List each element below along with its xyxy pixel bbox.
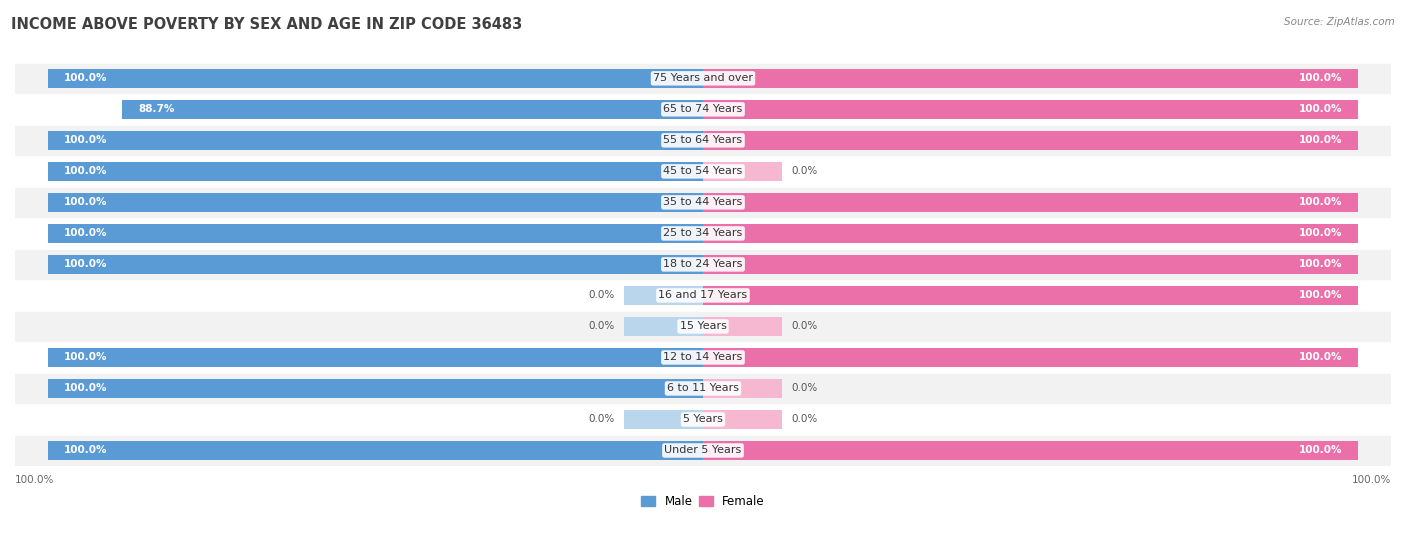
Text: 16 and 17 Years: 16 and 17 Years bbox=[658, 291, 748, 300]
Text: 100.0%: 100.0% bbox=[65, 229, 108, 238]
Bar bbox=[624, 410, 703, 429]
Bar bbox=[122, 100, 703, 119]
Bar bbox=[703, 224, 1358, 243]
Bar bbox=[15, 157, 1391, 186]
Bar bbox=[15, 95, 1391, 124]
Bar bbox=[15, 374, 1391, 402]
Text: INCOME ABOVE POVERTY BY SEX AND AGE IN ZIP CODE 36483: INCOME ABOVE POVERTY BY SEX AND AGE IN Z… bbox=[11, 17, 523, 32]
Text: 65 to 74 Years: 65 to 74 Years bbox=[664, 105, 742, 115]
Bar bbox=[48, 255, 703, 274]
Bar bbox=[703, 255, 1358, 274]
Text: 6 to 11 Years: 6 to 11 Years bbox=[666, 383, 740, 394]
Text: 45 to 54 Years: 45 to 54 Years bbox=[664, 167, 742, 177]
Text: 100.0%: 100.0% bbox=[65, 135, 108, 145]
Text: 0.0%: 0.0% bbox=[792, 383, 818, 394]
Text: 5 Years: 5 Years bbox=[683, 414, 723, 424]
Text: 0.0%: 0.0% bbox=[792, 167, 818, 177]
Text: 25 to 34 Years: 25 to 34 Years bbox=[664, 229, 742, 238]
Bar bbox=[703, 162, 782, 181]
Bar bbox=[15, 281, 1391, 310]
Text: 100.0%: 100.0% bbox=[1298, 229, 1341, 238]
Bar bbox=[15, 436, 1391, 465]
Text: 100.0%: 100.0% bbox=[15, 475, 55, 485]
Text: 18 to 24 Years: 18 to 24 Years bbox=[664, 259, 742, 269]
Text: 88.7%: 88.7% bbox=[138, 105, 174, 115]
Bar bbox=[15, 126, 1391, 155]
Text: Source: ZipAtlas.com: Source: ZipAtlas.com bbox=[1284, 17, 1395, 27]
Text: 75 Years and over: 75 Years and over bbox=[652, 73, 754, 83]
Text: 0.0%: 0.0% bbox=[588, 321, 614, 331]
Text: 100.0%: 100.0% bbox=[1298, 259, 1341, 269]
Bar bbox=[624, 286, 703, 305]
Text: Under 5 Years: Under 5 Years bbox=[665, 446, 741, 456]
Text: 100.0%: 100.0% bbox=[65, 259, 108, 269]
Bar bbox=[703, 286, 1358, 305]
Text: 100.0%: 100.0% bbox=[1298, 197, 1341, 207]
Bar bbox=[703, 348, 1358, 367]
Bar bbox=[703, 100, 1358, 119]
Bar bbox=[48, 69, 703, 88]
Bar bbox=[15, 219, 1391, 248]
Text: 100.0%: 100.0% bbox=[1298, 353, 1341, 362]
Legend: Male, Female: Male, Female bbox=[637, 490, 769, 513]
Bar bbox=[15, 343, 1391, 372]
Text: 0.0%: 0.0% bbox=[792, 414, 818, 424]
Text: 100.0%: 100.0% bbox=[65, 353, 108, 362]
Text: 100.0%: 100.0% bbox=[65, 446, 108, 456]
Bar bbox=[703, 131, 1358, 150]
Text: 100.0%: 100.0% bbox=[1298, 73, 1341, 83]
Bar bbox=[703, 317, 782, 336]
Text: 100.0%: 100.0% bbox=[65, 383, 108, 394]
Text: 100.0%: 100.0% bbox=[65, 73, 108, 83]
Text: 100.0%: 100.0% bbox=[1351, 475, 1391, 485]
Text: 15 Years: 15 Years bbox=[679, 321, 727, 331]
Bar bbox=[703, 410, 782, 429]
Bar bbox=[703, 379, 782, 398]
Bar bbox=[15, 250, 1391, 279]
Text: 12 to 14 Years: 12 to 14 Years bbox=[664, 353, 742, 362]
Bar bbox=[703, 69, 1358, 88]
Bar bbox=[48, 162, 703, 181]
Bar bbox=[48, 348, 703, 367]
Bar bbox=[48, 131, 703, 150]
Bar bbox=[48, 379, 703, 398]
Text: 35 to 44 Years: 35 to 44 Years bbox=[664, 197, 742, 207]
Text: 100.0%: 100.0% bbox=[1298, 135, 1341, 145]
Text: 100.0%: 100.0% bbox=[1298, 105, 1341, 115]
Bar bbox=[48, 441, 703, 460]
Text: 0.0%: 0.0% bbox=[588, 414, 614, 424]
Bar bbox=[15, 405, 1391, 434]
Bar bbox=[15, 64, 1391, 93]
Bar bbox=[703, 193, 1358, 212]
Bar bbox=[703, 441, 1358, 460]
Text: 100.0%: 100.0% bbox=[65, 197, 108, 207]
Text: 100.0%: 100.0% bbox=[1298, 291, 1341, 300]
Text: 0.0%: 0.0% bbox=[792, 321, 818, 331]
Bar bbox=[624, 317, 703, 336]
Bar bbox=[15, 188, 1391, 217]
Bar bbox=[48, 224, 703, 243]
Text: 55 to 64 Years: 55 to 64 Years bbox=[664, 135, 742, 145]
Text: 100.0%: 100.0% bbox=[1298, 446, 1341, 456]
Text: 0.0%: 0.0% bbox=[588, 291, 614, 300]
Text: 100.0%: 100.0% bbox=[65, 167, 108, 177]
Bar bbox=[48, 193, 703, 212]
Bar bbox=[15, 312, 1391, 340]
